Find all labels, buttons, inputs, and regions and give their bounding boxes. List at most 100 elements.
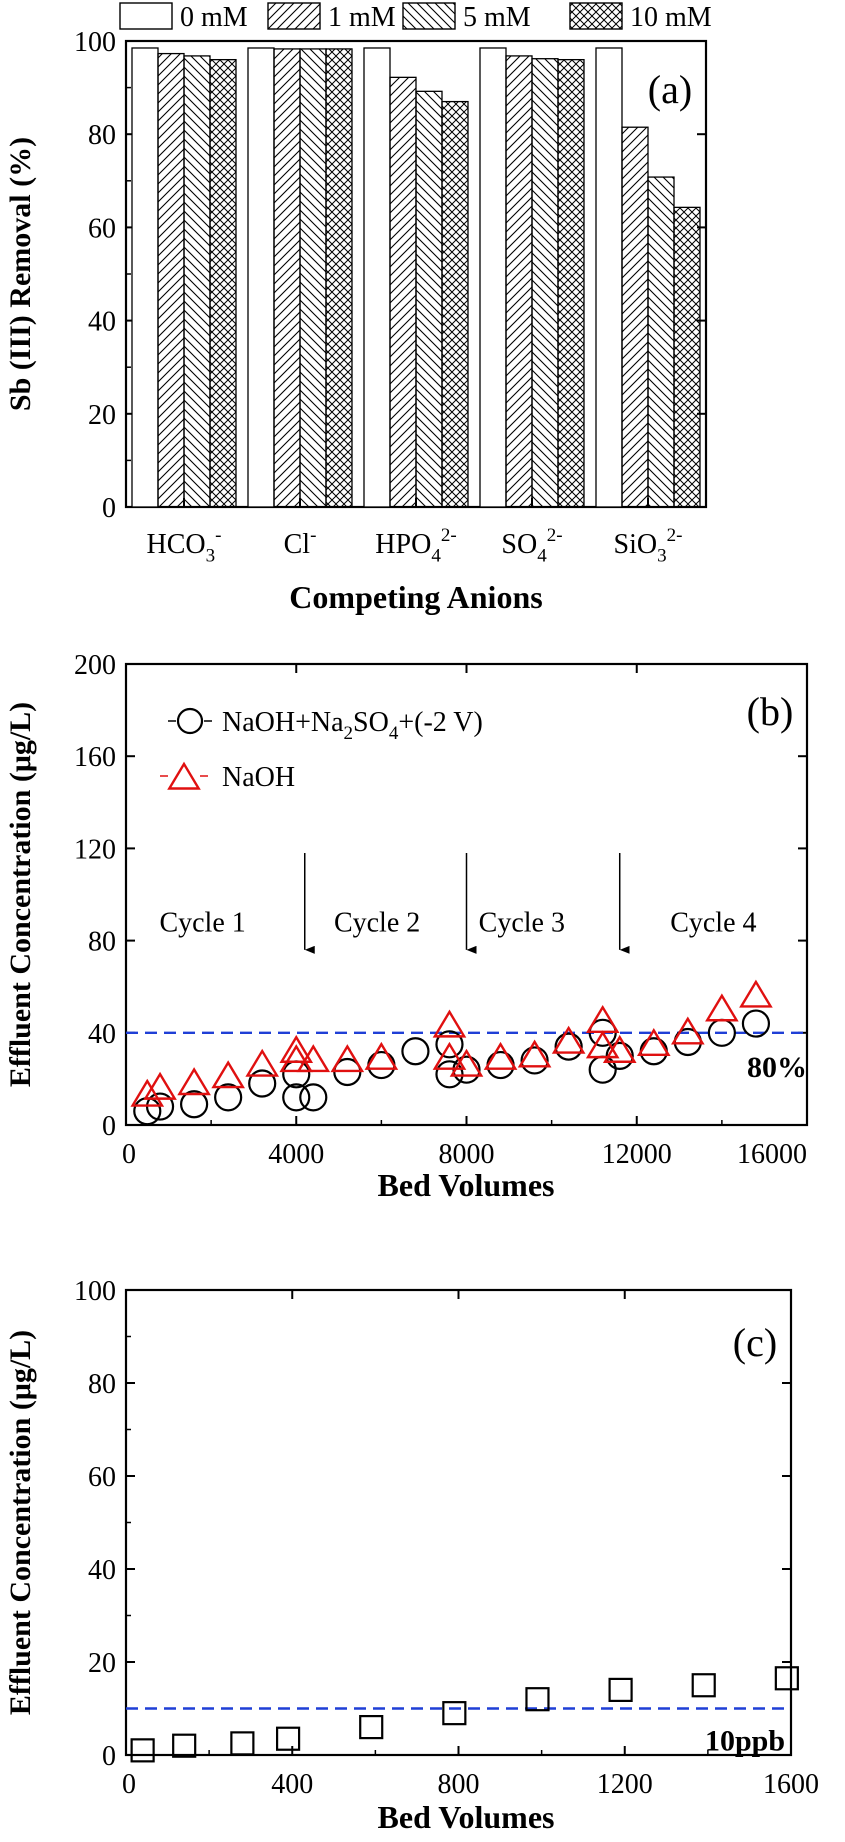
data-point-circle [282, 1083, 311, 1112]
bar [325, 48, 353, 508]
data-point-triangle [602, 1034, 637, 1063]
data-point-square [230, 1731, 255, 1756]
x-tick-label: 1600 [763, 1769, 819, 1800]
y-tick-label: 120 [74, 834, 116, 865]
y-tick-label: 60 [88, 1462, 116, 1493]
data-point-circle [554, 1032, 583, 1061]
data-point-square [525, 1687, 550, 1712]
data-point-circle [605, 1041, 634, 1070]
legend-label: NaOH [222, 762, 295, 793]
y-tick-label: 40 [88, 307, 116, 338]
data-point-circle [435, 1030, 464, 1059]
y-tick-label: 160 [74, 742, 116, 773]
x-tick-label: HPO42- [375, 525, 456, 566]
bar [441, 100, 469, 508]
data-point-triangle [296, 1044, 331, 1073]
x-axis-label: Bed Volumes [378, 1799, 555, 1835]
y-tick-label: 20 [88, 1648, 116, 1679]
bar [389, 76, 417, 508]
legend-marker-triangle [167, 761, 201, 790]
bar [621, 126, 649, 508]
x-tick-label: 800 [438, 1769, 480, 1800]
legend-label: NaOH+Na2SO4+(-2 V) [222, 707, 483, 744]
y-tick-label: 0 [102, 1111, 116, 1142]
x-axis-label: Competing Anions [289, 579, 542, 615]
bar [505, 55, 533, 508]
bar [363, 47, 391, 508]
data-point-square [691, 1673, 716, 1698]
x-tick-label: Cl- [284, 525, 317, 560]
data-point-circle [435, 1060, 464, 1089]
data-point-triangle [364, 1041, 399, 1070]
data-point-triangle [177, 1067, 211, 1096]
bar [209, 58, 237, 508]
y-axis-label: Effluent Concentration (μg/L) [4, 1330, 37, 1715]
plot-frame [124, 1288, 793, 1757]
data-point-triangle [551, 1025, 586, 1054]
data-point-circle [401, 1037, 430, 1066]
bar [531, 58, 559, 508]
data-point-circle [367, 1050, 396, 1080]
y-tick-label: 40 [88, 1019, 116, 1050]
x-tick-label: HCO3- [147, 525, 222, 566]
data-point-triangle [636, 1027, 671, 1057]
data-point-circle [248, 1069, 277, 1098]
data-point-triangle [517, 1039, 552, 1068]
y-axis-label: Sb (III) Removal (%) [4, 137, 37, 411]
cycle-label: Cycle 3 [479, 907, 565, 938]
x-tick-label: SiO32- [614, 525, 683, 566]
panel-c: 0 20 40 60 80 100 0 400 800 1200 1600 10ppb (c) Bed V… [4, 1276, 819, 1835]
data-point-circle [520, 1046, 549, 1075]
y-tick-label: 0 [102, 493, 116, 524]
panel-a: 0 20 40 60 80 100 HCO3- Cl- HPO42- SO42- SiO32- 0 m… [4, 2, 712, 615]
data-point-triangle [330, 1044, 365, 1073]
bar [595, 47, 623, 508]
x-tick-label: 12000 [602, 1139, 672, 1170]
y-tick-label: 0 [102, 1741, 116, 1772]
data-point-triangle [130, 1078, 165, 1107]
legend-label: 1 mM [328, 2, 396, 33]
x-axis-label: Bed Volumes [378, 1167, 555, 1203]
y-tick-label: 40 [88, 1555, 116, 1586]
cycle-label: Cycle 4 [670, 907, 756, 938]
legend-marker-circle [176, 707, 204, 735]
data-point-triangle [483, 1041, 518, 1070]
data-point-triangle [432, 1009, 467, 1038]
legend-label: 10 mM [630, 2, 712, 33]
bar [131, 47, 159, 508]
bar [647, 176, 675, 508]
data-point-circle [214, 1083, 243, 1112]
y-tick-label: 20 [88, 400, 116, 431]
x-tick-label: 16000 [737, 1139, 807, 1170]
cycle-label: Cycle 1 [159, 907, 245, 938]
x-tick-label: 4000 [268, 1139, 324, 1170]
data-point-triangle [211, 1060, 245, 1089]
data-point-square [774, 1666, 799, 1691]
bar [415, 90, 443, 508]
bar [673, 206, 701, 508]
y-tick-label: 60 [88, 213, 116, 244]
data-point-square [275, 1726, 301, 1751]
x-tick-label: 0 [122, 1139, 136, 1170]
y-tick-label: 80 [88, 1369, 116, 1400]
y-tick-label: 80 [88, 120, 116, 151]
threshold-label: 10ppb [705, 1725, 785, 1758]
legend-label: 5 mM [463, 2, 531, 33]
data-point-circle [741, 1009, 771, 1038]
data-point-circle [180, 1090, 209, 1119]
data-point-triangle [585, 1030, 620, 1059]
x-tick-label: 8000 [439, 1139, 495, 1170]
y-axis-label: Effluent Concentration (μg/L) [4, 702, 37, 1087]
data-point-square [442, 1701, 467, 1726]
bar [273, 48, 301, 508]
data-point-circle [486, 1050, 515, 1080]
data-point-square [130, 1738, 155, 1763]
data-point-square [172, 1733, 197, 1758]
data-point-circle [639, 1037, 668, 1066]
data-point-triangle [279, 1034, 314, 1063]
y-tick-label: 100 [74, 1276, 116, 1307]
legend-swatch [119, 2, 173, 30]
data-point-triangle [432, 1041, 467, 1070]
x-tick-label: 0 [122, 1769, 136, 1800]
